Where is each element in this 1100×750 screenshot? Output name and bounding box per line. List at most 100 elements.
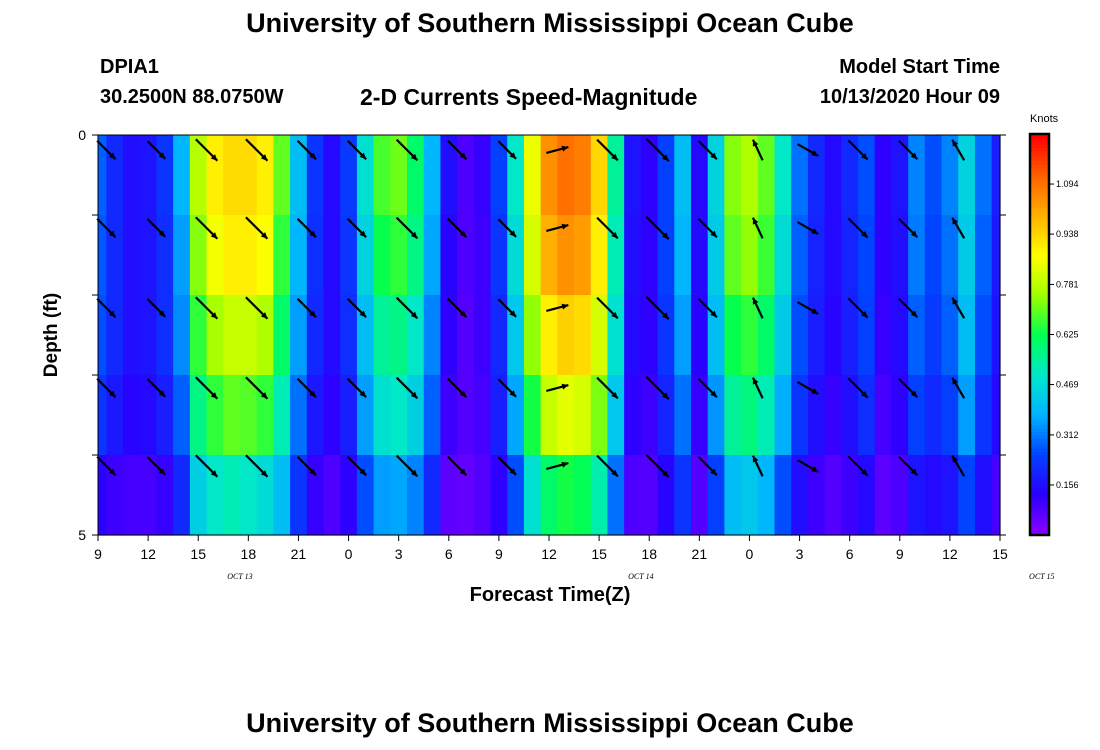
heatmap-cell bbox=[607, 135, 625, 216]
vector-arrowhead bbox=[752, 455, 759, 463]
heatmap-cell bbox=[824, 455, 842, 536]
heatmap-cell bbox=[473, 455, 492, 536]
heatmap-cell bbox=[390, 375, 408, 456]
heatmap-cell bbox=[991, 455, 1001, 536]
heatmap-cell bbox=[507, 295, 525, 376]
heatmap-cell bbox=[189, 215, 208, 296]
heatmap-cell bbox=[523, 455, 542, 536]
heatmap-cell bbox=[507, 375, 525, 456]
heatmap-cell bbox=[657, 295, 675, 376]
heatmap-cell bbox=[640, 375, 659, 456]
colorbar-swatch bbox=[1030, 471, 1049, 476]
heatmap-cell bbox=[974, 295, 993, 376]
colorbar-swatch bbox=[1030, 254, 1049, 259]
vector-arrowhead bbox=[108, 390, 116, 398]
heatmap-cell bbox=[891, 295, 909, 376]
heatmap-cell bbox=[139, 215, 158, 296]
heatmap-cell bbox=[507, 215, 525, 296]
colorbar-swatch bbox=[1030, 478, 1049, 483]
heatmap-cell bbox=[490, 455, 508, 536]
colorbar-swatch bbox=[1030, 491, 1049, 496]
heatmap-cell bbox=[540, 375, 558, 456]
heatmap-cell bbox=[640, 455, 659, 536]
heatmap-cell bbox=[440, 455, 458, 536]
colorbar-swatch bbox=[1030, 230, 1049, 235]
colorbar-swatch bbox=[1030, 448, 1049, 453]
vector-arrowhead bbox=[359, 468, 367, 476]
heatmap-cell bbox=[306, 375, 325, 456]
heatmap-cell bbox=[440, 135, 458, 216]
colorbar-swatch bbox=[1030, 431, 1049, 436]
heatmap-cell bbox=[290, 215, 308, 296]
heatmap-cell bbox=[657, 135, 675, 216]
vector-arrowhead bbox=[861, 153, 868, 160]
heatmap-cell bbox=[223, 135, 241, 216]
heatmap-cell bbox=[390, 295, 408, 376]
heatmap-cell bbox=[507, 455, 525, 536]
vector-arrowhead bbox=[210, 392, 218, 399]
heatmap-cell bbox=[791, 135, 809, 216]
heatmap-cell bbox=[440, 295, 458, 376]
heatmap-cell bbox=[98, 295, 107, 376]
heatmap-cell bbox=[239, 375, 258, 456]
heatmap-cell bbox=[874, 455, 893, 536]
heatmap-cell bbox=[256, 295, 274, 376]
vector-arrowhead bbox=[210, 312, 218, 319]
vector-arrowhead bbox=[710, 390, 717, 398]
colorbar-swatch bbox=[1030, 464, 1049, 469]
vector-arrowhead bbox=[359, 230, 367, 238]
heatmap-cell bbox=[407, 455, 425, 536]
heatmap-cell bbox=[340, 455, 358, 536]
heatmap-cell bbox=[958, 215, 976, 296]
heatmap-cell bbox=[356, 215, 375, 296]
heatmap-cell bbox=[390, 135, 408, 216]
vector-arrowhead bbox=[611, 231, 618, 239]
heatmap-cell bbox=[707, 455, 725, 536]
heatmap-cell bbox=[206, 135, 224, 216]
vector-arrowhead bbox=[459, 310, 467, 318]
colorbar-swatch bbox=[1030, 504, 1049, 509]
x-tick-label: 9 bbox=[495, 546, 503, 562]
heatmap-cell bbox=[724, 135, 742, 216]
heatmap-cell bbox=[858, 375, 876, 456]
heatmap-cell bbox=[123, 295, 141, 376]
x-tick-label: 15 bbox=[591, 546, 607, 562]
heatmap-cell bbox=[290, 455, 308, 536]
heatmap-cell bbox=[807, 295, 826, 376]
heatmap-cell bbox=[256, 215, 274, 296]
vector-arrowhead bbox=[910, 310, 918, 318]
vector-arrowhead bbox=[662, 312, 669, 320]
colorbar-swatch bbox=[1030, 481, 1049, 486]
heatmap-cell bbox=[356, 295, 375, 376]
heatmap-cell bbox=[590, 135, 609, 216]
heatmap-cell bbox=[908, 295, 926, 376]
heatmap-cell bbox=[974, 455, 993, 536]
vector-arrowhead bbox=[459, 390, 467, 398]
colorbar-swatch bbox=[1030, 234, 1049, 239]
vector-arrowhead bbox=[561, 145, 569, 152]
heatmap-cell bbox=[741, 455, 759, 536]
heatmap-cell bbox=[540, 135, 558, 216]
heatmap-cell bbox=[590, 215, 609, 296]
heatmap-cell bbox=[574, 135, 592, 216]
colorbar-swatch bbox=[1030, 157, 1049, 162]
colorbar-swatch bbox=[1030, 184, 1049, 189]
heatmap-cell bbox=[941, 295, 959, 376]
heatmap-cell bbox=[356, 375, 375, 456]
colorbar-swatch bbox=[1030, 137, 1049, 142]
colorbar-swatch bbox=[1030, 187, 1049, 192]
heatmap-cell bbox=[223, 375, 241, 456]
colorbar-swatch bbox=[1030, 357, 1049, 362]
vector-arrowhead bbox=[359, 152, 367, 160]
station-id: DPIA1 bbox=[100, 56, 159, 78]
heatmap-cell bbox=[98, 215, 107, 296]
heatmap-cell bbox=[106, 455, 124, 536]
heatmap-cell bbox=[139, 135, 158, 216]
heatmap-cell bbox=[273, 375, 291, 456]
heatmap-cell bbox=[624, 135, 642, 216]
heatmap-cell bbox=[290, 375, 308, 456]
heatmap-cell bbox=[757, 215, 776, 296]
heatmap-cell bbox=[557, 215, 575, 296]
heatmap-cell bbox=[407, 295, 425, 376]
heatmap-cell bbox=[239, 455, 258, 536]
